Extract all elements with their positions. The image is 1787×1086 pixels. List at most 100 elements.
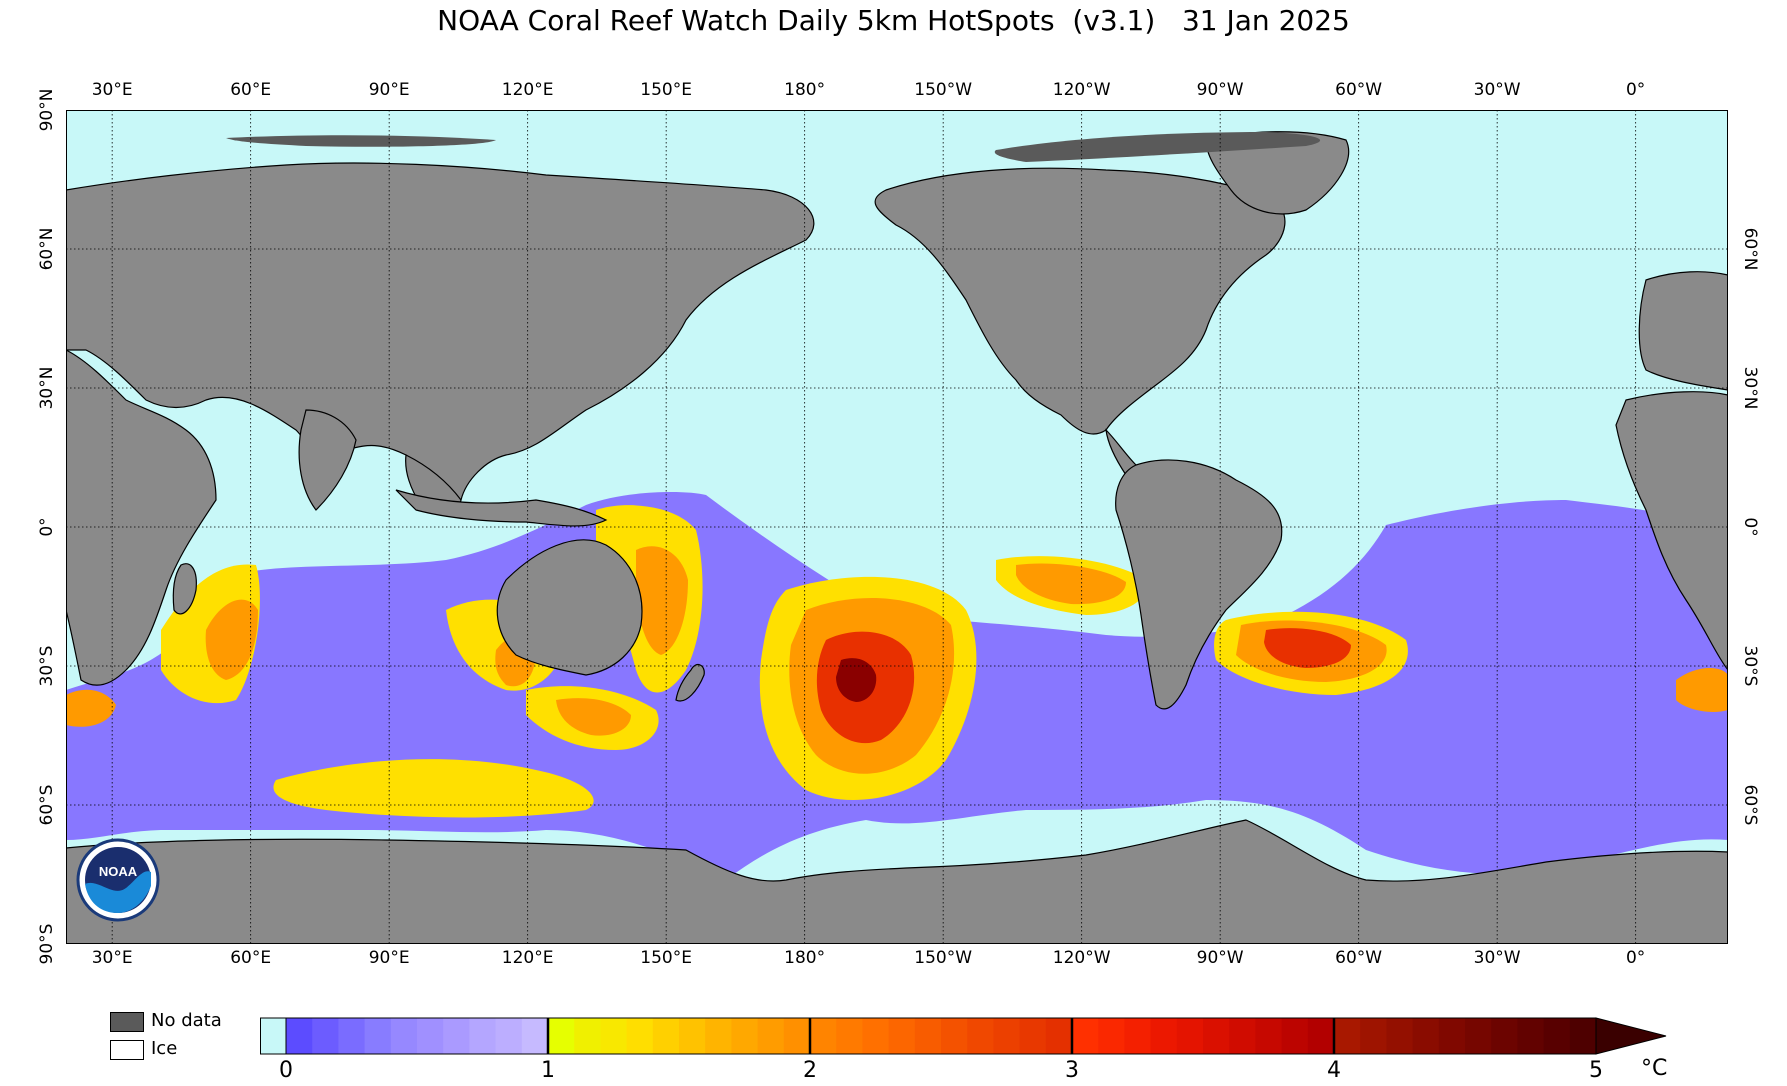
colorbar-segment (1255, 1018, 1283, 1054)
colorbar-segment (1412, 1018, 1440, 1054)
colorbar-segment (810, 1018, 837, 1054)
colorbar-segment (548, 1018, 575, 1054)
land-north-america (874, 167, 1286, 435)
colorbar-segment (1124, 1018, 1152, 1054)
colorbar-outline (285, 1017, 1597, 1055)
legend-nodata-swatch (110, 1012, 144, 1032)
colorbar-segment (757, 1018, 785, 1054)
longitude-tick-label: 150°W (914, 948, 973, 968)
hotspot-patch-south-atlantic-red (1264, 628, 1351, 668)
land-africa-east-edge (1615, 391, 1728, 671)
colorbar-segment (626, 1018, 654, 1054)
page-title: NOAA Coral Reef Watch Daily 5km HotSpots… (437, 4, 1350, 37)
colorbar-segment (1229, 1018, 1256, 1054)
longitude-tick-label: 150°W (914, 80, 973, 100)
longitude-tick-label: 60°W (1335, 80, 1383, 100)
colorbar-segment (260, 1017, 287, 1055)
colorbar-segment (286, 1018, 313, 1054)
colorbar-segment (993, 1018, 1021, 1054)
colorbar-segment (1019, 1018, 1047, 1054)
land-madagascar (172, 563, 197, 615)
longitude-tick-label: 0° (1625, 80, 1646, 100)
longitude-tick-label: 90°E (368, 80, 410, 100)
hotspot-map[interactable]: NOAA (66, 110, 1728, 944)
colorbar-segment (731, 1018, 759, 1054)
colorbar-segment (1569, 1018, 1597, 1054)
colorbar-segment (1045, 1018, 1073, 1054)
land-new-zealand (675, 663, 705, 702)
land-indonesia (395, 489, 608, 527)
colorbar-segment (600, 1018, 628, 1054)
latitude-tick-label: 60°S (1740, 784, 1760, 826)
logo-text: NOAA (99, 864, 138, 879)
nodata-arctic-america (994, 132, 1321, 162)
colorbar-segment (1098, 1018, 1125, 1054)
longitude-tick-label: 60°W (1335, 948, 1383, 968)
colorbar-tick-label: 2 (803, 1058, 817, 1083)
hotspot-patch-west-edge (66, 689, 116, 727)
colorbar-segment (1386, 1018, 1414, 1054)
colorbar-unit: °C (1641, 1056, 1668, 1081)
latitude-tick-label: 60°N (1740, 227, 1760, 271)
colorbar-segment (1176, 1018, 1204, 1054)
colorbar (260, 1017, 1667, 1055)
longitude-tick-label: 90°W (1196, 948, 1244, 968)
colorbar-segment (443, 1018, 470, 1054)
hotspot-patch-south-australia-core (556, 698, 631, 736)
longitude-tick-label: 0° (1625, 948, 1646, 968)
colorbar-segment (1334, 1018, 1361, 1054)
latitude-tick-label: 60°S (37, 784, 57, 826)
nodata-arctic-asia (226, 135, 496, 147)
latitude-tick-label: 60°N (37, 227, 57, 271)
colorbar-segment (574, 1018, 601, 1054)
colorbar-segment (679, 1018, 706, 1054)
colorbar-segment (1203, 1018, 1230, 1054)
longitude-tick-label: 30°E (91, 80, 133, 100)
latitude-tick-label: 0° (1740, 517, 1760, 537)
hotspot-patch-agulhas (1676, 668, 1728, 712)
hotspot-patch-east-pacific-core (1016, 563, 1126, 605)
longitude-tick-label: 120°E (501, 80, 554, 100)
latitude-tick-label: 90°S (37, 923, 57, 965)
land-arabia-africa (66, 349, 217, 686)
land-antarctica (66, 819, 1728, 944)
colorbar-segment (783, 1018, 811, 1054)
colorbar-tick-label: 5 (1589, 1058, 1603, 1083)
graticule (66, 110, 1728, 944)
colorbar-segment (941, 1018, 968, 1054)
latitude-tick-label: 30°S (1740, 645, 1760, 687)
colorbar-segment (888, 1018, 916, 1054)
colorbar-segment (1491, 1018, 1518, 1054)
colorbar-tick-label: 3 (1065, 1058, 1079, 1083)
latitude-tick-label: 30°N (37, 366, 57, 410)
colorbar-segment (1307, 1018, 1335, 1054)
legend-ice-label: Ice (151, 1038, 178, 1059)
longitude-tick-label: 180° (784, 948, 826, 968)
latitude-tick-label: 0° (37, 517, 57, 537)
colorbar-segment (914, 1018, 942, 1054)
colorbar-segment (1150, 1018, 1178, 1054)
longitude-tick-label: 30°W (1473, 80, 1521, 100)
colorbar-segment (1072, 1018, 1099, 1054)
legend-ice-swatch (110, 1040, 144, 1060)
longitude-tick-label: 90°E (368, 948, 410, 968)
colorbar-segment (390, 1018, 418, 1054)
colorbar-segment (1281, 1018, 1309, 1054)
colorbar-segment (652, 1018, 680, 1054)
longitude-tick-label: 30°W (1473, 948, 1521, 968)
colorbar-segment (469, 1018, 497, 1054)
colorbar-segment (521, 1018, 549, 1054)
colorbar-tick-label: 0 (279, 1058, 293, 1083)
land-australia (496, 539, 643, 676)
latitude-tick-label: 30°S (37, 645, 57, 687)
colorbar-segment (967, 1018, 994, 1054)
colorbar-segment (495, 1018, 523, 1054)
longitude-tick-label: 60°E (230, 80, 272, 100)
longitude-tick-label: 120°W (1052, 80, 1111, 100)
longitude-tick-label: 120°E (501, 948, 554, 968)
map-frame (66, 110, 1728, 944)
colorbar-extend-arrow (1595, 1017, 1667, 1055)
legend-nodata-label: No data (151, 1010, 222, 1031)
colorbar-tick-label: 4 (1327, 1058, 1341, 1083)
colorbar-segment (836, 1018, 863, 1054)
